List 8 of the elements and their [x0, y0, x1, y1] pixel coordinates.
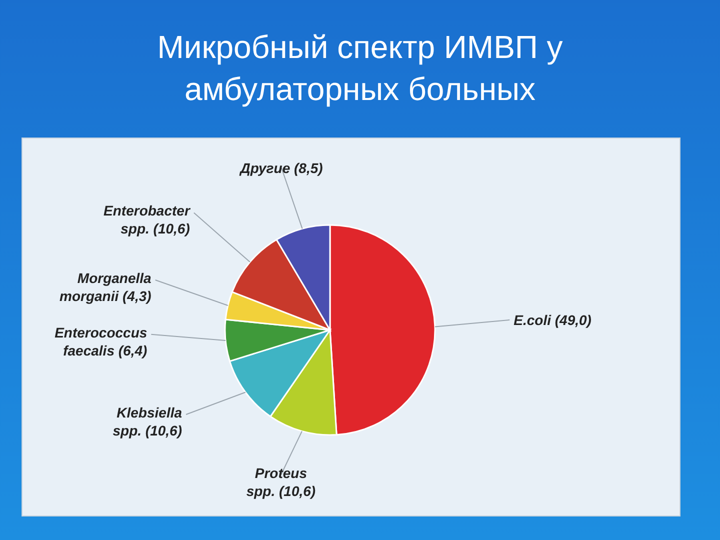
slice-label: E.coli (49,0) — [514, 312, 592, 328]
slice-label: Другие (8,5) — [239, 160, 324, 176]
slice-label: Klebsiella spp. (10,6) — [112, 404, 182, 438]
slice-label: Proteus spp. (10,6) — [246, 464, 316, 499]
chart-title: Микробный спектр ИМВП у амбулаторных больных — [157, 29, 563, 107]
slice-label: Morganella morganii (4,3) — [60, 270, 152, 304]
slice-label: Enterobacter spp. (10,6) — [104, 202, 192, 237]
slice-label: Enterococcus faecalis (6,4) — [54, 324, 148, 358]
